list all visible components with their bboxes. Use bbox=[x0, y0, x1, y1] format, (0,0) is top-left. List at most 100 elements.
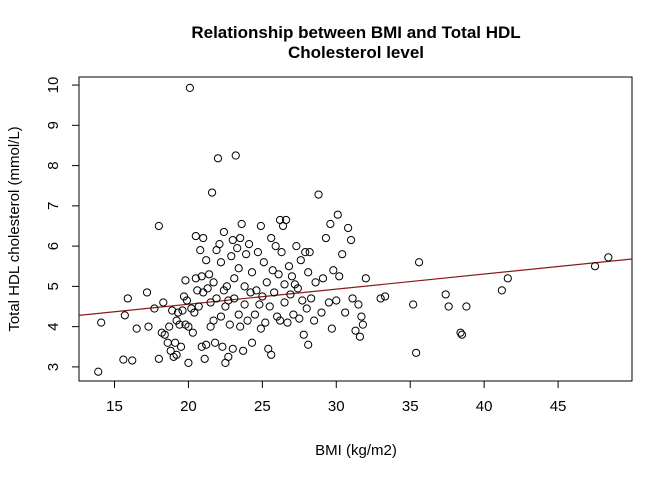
data-point bbox=[209, 278, 218, 287]
data-point bbox=[244, 239, 254, 249]
data-point bbox=[293, 284, 302, 293]
data-point bbox=[317, 308, 326, 317]
data-point bbox=[239, 346, 248, 355]
data-point bbox=[252, 286, 261, 295]
data-point bbox=[119, 355, 128, 364]
y-tick-label: 5 bbox=[45, 282, 62, 290]
data-point bbox=[327, 324, 336, 333]
data-point bbox=[335, 272, 344, 281]
data-point bbox=[295, 314, 304, 323]
data-point bbox=[120, 311, 129, 320]
data-point bbox=[193, 286, 202, 295]
data-point bbox=[202, 256, 211, 265]
data-point bbox=[275, 316, 285, 325]
data-point bbox=[261, 318, 270, 327]
data-point bbox=[270, 288, 279, 297]
data-point bbox=[321, 233, 331, 243]
data-point bbox=[302, 304, 311, 313]
data-point bbox=[182, 296, 192, 305]
x-tick-label: 20 bbox=[180, 398, 197, 415]
data-point bbox=[228, 344, 237, 353]
x-tick-label: 30 bbox=[328, 398, 345, 415]
data-point bbox=[154, 354, 163, 363]
data-point bbox=[224, 296, 233, 305]
data-point bbox=[225, 320, 234, 329]
data-point bbox=[144, 322, 153, 331]
data-point bbox=[298, 296, 307, 305]
data-point bbox=[196, 246, 205, 255]
data-point bbox=[333, 210, 342, 219]
data-point bbox=[357, 312, 366, 321]
data-point bbox=[185, 83, 194, 92]
data-point bbox=[236, 233, 245, 243]
data-point bbox=[207, 188, 217, 197]
data-point bbox=[286, 290, 295, 299]
chart-subtitle: Cholesterol level bbox=[288, 43, 424, 62]
data-point bbox=[299, 330, 308, 339]
data-point bbox=[409, 300, 418, 309]
data-point bbox=[200, 354, 209, 363]
data-point bbox=[338, 250, 347, 259]
data-point bbox=[289, 310, 298, 319]
data-point bbox=[267, 350, 276, 359]
data-point bbox=[241, 250, 251, 259]
data-point bbox=[190, 308, 199, 317]
regression-line bbox=[78, 258, 633, 316]
data-point bbox=[296, 256, 305, 265]
data-point bbox=[240, 282, 249, 291]
data-point bbox=[230, 274, 239, 283]
data-point bbox=[258, 292, 267, 301]
data-point bbox=[256, 221, 265, 231]
data-point bbox=[199, 233, 208, 243]
data-point bbox=[304, 340, 313, 349]
data-point bbox=[213, 154, 223, 163]
data-point bbox=[142, 288, 152, 297]
data-point bbox=[237, 219, 246, 229]
data-point bbox=[284, 262, 294, 271]
y-tick-label: 3 bbox=[45, 363, 62, 371]
data-point bbox=[191, 274, 200, 283]
y-tick-label: 10 bbox=[45, 77, 62, 94]
scatter-points bbox=[94, 83, 613, 376]
x-axis: 15 20 25 30 35 40 45 bbox=[106, 380, 566, 415]
data-point bbox=[202, 340, 211, 349]
data-point bbox=[128, 356, 137, 365]
data-point bbox=[414, 258, 424, 267]
data-point bbox=[212, 294, 221, 303]
data-point bbox=[280, 298, 289, 307]
data-point bbox=[256, 324, 265, 333]
data-point bbox=[230, 294, 239, 303]
data-point bbox=[457, 330, 467, 339]
y-tick-label: 8 bbox=[45, 161, 62, 169]
data-point bbox=[462, 302, 471, 311]
data-point bbox=[132, 324, 141, 333]
data-point bbox=[283, 318, 292, 327]
data-point bbox=[218, 342, 227, 351]
x-tick-label: 40 bbox=[476, 398, 493, 415]
data-point bbox=[304, 268, 313, 277]
data-point bbox=[444, 302, 453, 311]
data-point bbox=[215, 239, 224, 249]
data-point bbox=[150, 304, 159, 313]
data-point bbox=[265, 302, 274, 311]
data-point bbox=[216, 312, 226, 321]
chart-title: Relationship between BMI and Total HDL bbox=[191, 23, 520, 42]
data-point bbox=[210, 338, 220, 347]
data-point bbox=[247, 268, 257, 277]
data-point bbox=[309, 316, 319, 325]
data-point bbox=[224, 352, 233, 361]
data-point bbox=[233, 244, 242, 253]
data-point bbox=[173, 308, 183, 317]
data-point bbox=[236, 322, 245, 331]
data-point bbox=[380, 292, 390, 301]
data-point bbox=[222, 282, 231, 291]
data-point bbox=[160, 330, 169, 339]
data-point bbox=[376, 294, 385, 303]
data-point bbox=[178, 306, 187, 315]
data-point bbox=[253, 248, 263, 257]
data-point bbox=[344, 223, 353, 233]
y-tick-label: 9 bbox=[45, 121, 62, 129]
data-point bbox=[268, 266, 277, 275]
data-point bbox=[231, 151, 240, 160]
